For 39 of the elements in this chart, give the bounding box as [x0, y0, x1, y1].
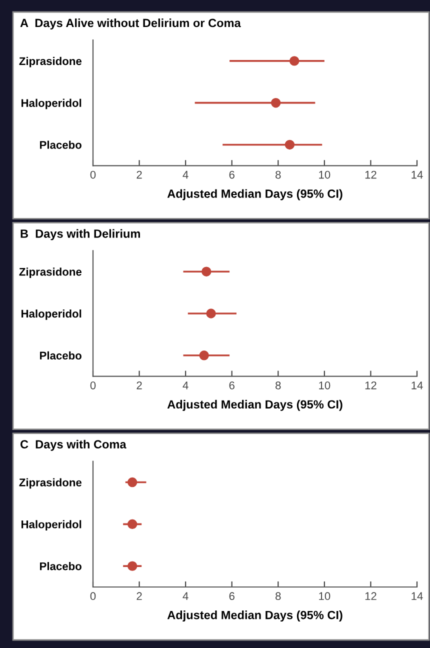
x-tick-label: 2: [136, 170, 142, 179]
x-tick-label: 12: [365, 381, 376, 390]
x-tick-label: 10: [319, 170, 330, 179]
x-tick-label: 6: [229, 592, 234, 600]
x-axis-title: Adjusted Median Days (95% CI): [167, 189, 342, 200]
x-axis-title: Adjusted Median Days (95% CI): [167, 400, 342, 411]
chart-title: B Days with Delirium: [20, 229, 140, 240]
x-tick-label: 12: [365, 170, 376, 179]
y-tick-label: Placebo: [40, 351, 82, 360]
x-tick-label: 4: [182, 382, 188, 390]
x-tick-label: 0: [90, 381, 96, 390]
x-tick-label: 14: [412, 592, 423, 600]
x-tick-label: 8: [276, 170, 281, 179]
y-tick-label: Haloperidol: [22, 520, 82, 530]
x-tick-label: 0: [90, 170, 96, 179]
x-axis-title: Adjusted Median Days (95% CI): [167, 610, 342, 622]
chart-title: A Days Alive without Delirium or Coma: [20, 18, 241, 30]
x-tick-label: 10: [319, 381, 330, 390]
x-tick-label: 14: [412, 170, 423, 179]
x-tick-label: 4: [182, 592, 188, 600]
y-tick-label: Ziprasidone: [19, 56, 82, 68]
y-tick-label: Haloperidol: [22, 309, 82, 320]
y-tick-label: Placebo: [40, 140, 82, 149]
x-tick-label: 8: [276, 592, 281, 600]
y-tick-label: Ziprasidone: [19, 478, 82, 489]
x-tick-label: 2: [136, 381, 142, 390]
y-tick-label: Placebo: [40, 562, 82, 570]
x-tick-label: 12: [365, 592, 376, 600]
x-tick-label: 4: [182, 170, 188, 179]
x-tick-label: 6: [229, 381, 234, 390]
x-tick-label: 6: [229, 170, 234, 179]
x-tick-label: 10: [319, 592, 330, 600]
x-tick-label: 0: [90, 592, 96, 600]
y-tick-label: Ziprasidone: [19, 268, 82, 278]
x-tick-label: 14: [412, 382, 423, 390]
y-tick-label: Haloperidol: [22, 98, 82, 110]
x-tick-label: 8: [276, 381, 281, 390]
chart-title: C Days with Coma: [20, 440, 126, 451]
x-tick-label: 2: [136, 592, 142, 600]
